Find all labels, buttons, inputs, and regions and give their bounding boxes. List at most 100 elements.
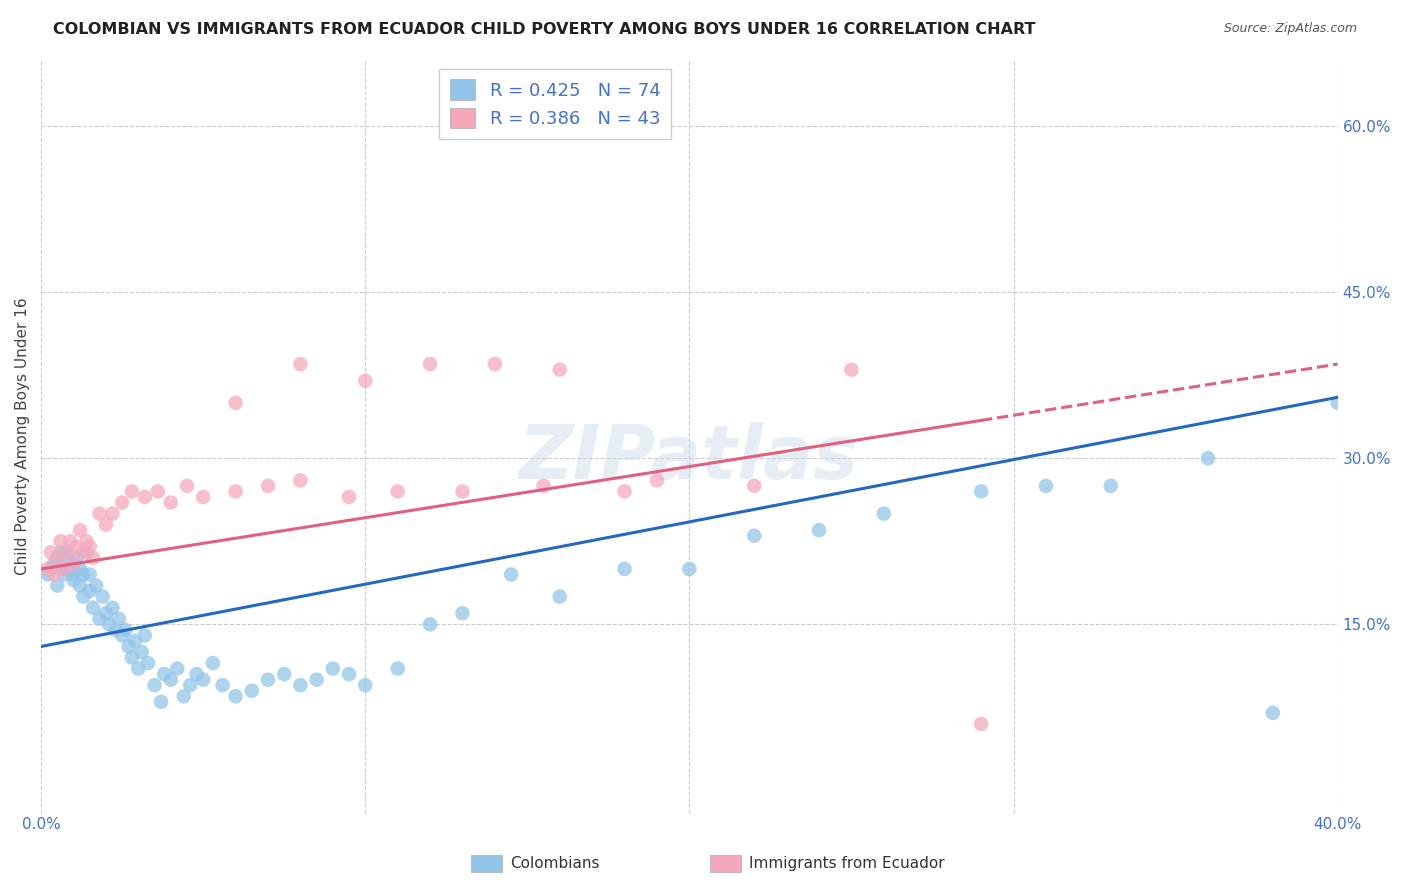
Point (273, 667, 295, 681)
Point (159, 673, 181, 687)
Point (108, 612, 131, 626)
Point (59, 534, 82, 549)
Text: ZIPatlas: ZIPatlas (519, 422, 859, 495)
Point (193, 673, 215, 687)
Point (79, 567, 101, 582)
Point (62, 567, 84, 582)
Point (970, 717, 993, 731)
Point (56, 545, 79, 559)
Point (111, 495, 134, 509)
Point (69, 562, 91, 576)
Point (484, 357, 506, 371)
Point (131, 645, 153, 659)
Point (89, 612, 111, 626)
Point (46, 550, 69, 565)
Point (1099, 479, 1122, 493)
Point (124, 634, 146, 648)
Point (62, 557, 84, 571)
Point (37, 562, 59, 576)
Point (56, 562, 79, 576)
Point (150, 695, 173, 709)
Point (419, 357, 441, 371)
Point (94, 517, 117, 532)
Point (166, 662, 188, 676)
Point (678, 562, 700, 576)
Point (225, 690, 247, 704)
Point (46, 550, 69, 565)
Point (117, 640, 139, 654)
Point (873, 507, 896, 521)
Point (69, 578, 91, 592)
Point (742, 529, 765, 543)
Point (153, 667, 176, 681)
Point (84, 578, 107, 592)
Point (42, 567, 65, 582)
Point (290, 678, 312, 692)
Point (179, 678, 201, 692)
Legend: R = 0.425   N = 74, R = 0.386   N = 43: R = 0.425 N = 74, R = 0.386 N = 43 (439, 69, 671, 139)
Point (354, 374, 377, 388)
Point (39, 545, 62, 559)
Point (387, 484, 409, 499)
Point (143, 678, 166, 692)
Point (121, 650, 143, 665)
Point (134, 490, 156, 504)
Point (451, 484, 474, 499)
Point (39, 562, 62, 576)
Point (49, 545, 72, 559)
Point (94, 606, 117, 620)
Text: Source: ZipAtlas.com: Source: ZipAtlas.com (1223, 22, 1357, 36)
Point (501, 567, 523, 582)
Point (305, 673, 328, 687)
Point (46, 578, 69, 592)
Point (66, 540, 89, 554)
Point (72, 590, 94, 604)
Text: Immigrants from Ecuador: Immigrants from Ecuador (749, 856, 945, 871)
Point (613, 562, 636, 576)
Point (290, 474, 312, 488)
Point (136, 656, 159, 670)
Point (970, 484, 993, 499)
Point (1261, 706, 1284, 720)
Point (548, 590, 571, 604)
Point (613, 484, 636, 499)
Point (49, 534, 72, 549)
Point (159, 495, 181, 509)
Point (62, 573, 84, 587)
Point (225, 484, 247, 499)
Point (1326, 396, 1348, 410)
Point (451, 606, 474, 620)
Point (533, 479, 555, 493)
Point (98, 617, 121, 632)
Point (387, 662, 409, 676)
Point (101, 507, 124, 521)
Point (841, 362, 863, 376)
Point (82, 550, 104, 565)
Point (548, 362, 571, 376)
Point (127, 662, 149, 676)
Point (193, 490, 215, 504)
Point (101, 600, 124, 615)
Point (134, 628, 156, 642)
Point (89, 507, 111, 521)
Point (42, 557, 65, 571)
Point (240, 683, 263, 698)
Point (419, 617, 441, 632)
Point (114, 623, 136, 637)
Point (1197, 451, 1219, 466)
Point (742, 479, 765, 493)
Point (69, 523, 91, 537)
Point (225, 396, 247, 410)
Point (211, 678, 233, 692)
Point (59, 557, 82, 571)
Point (66, 550, 89, 565)
Point (322, 662, 344, 676)
Point (72, 545, 94, 559)
Point (79, 540, 101, 554)
Point (121, 484, 143, 499)
Point (37, 567, 59, 582)
Point (201, 656, 224, 670)
Text: COLOMBIAN VS IMMIGRANTS FROM ECUADOR CHILD POVERTY AMONG BOYS UNDER 16 CORRELATI: COLOMBIAN VS IMMIGRANTS FROM ECUADOR CHI… (53, 22, 1036, 37)
Point (257, 479, 280, 493)
Point (290, 357, 312, 371)
